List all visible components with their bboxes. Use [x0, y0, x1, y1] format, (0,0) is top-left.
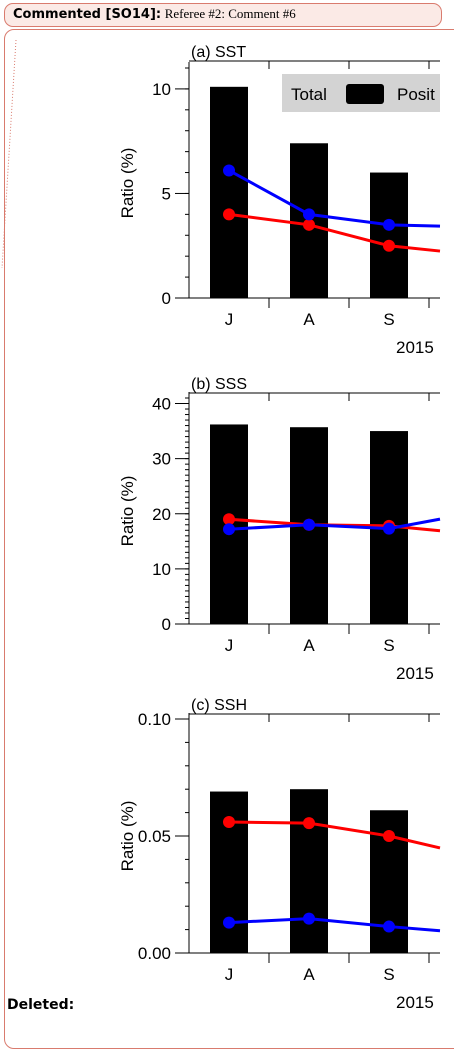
y-tick-label: 30: [152, 450, 171, 469]
y-axis-label: Ratio (%): [118, 476, 137, 547]
comment-connector-line: [1, 40, 17, 269]
series-point: [303, 208, 315, 221]
x-tick-label: S: [383, 310, 394, 329]
series-line: [228, 820, 441, 850]
series-point: [383, 830, 395, 842]
x-year-label: 2015: [396, 664, 434, 683]
y-tick-label: 10: [152, 80, 171, 99]
series-line: [228, 517, 441, 531]
deleted-label: Deleted:: [7, 997, 75, 1013]
legend-swatch-total: [346, 84, 384, 104]
x-tick-label: J: [225, 636, 234, 655]
series-line: [228, 917, 441, 933]
y-axis-label: Ratio (%): [118, 801, 137, 872]
y-tick-label: 10: [152, 560, 171, 579]
series-point: [223, 916, 235, 929]
x-tick-label: S: [383, 636, 394, 655]
series-point: [383, 218, 395, 231]
x-year-label: 2015: [396, 993, 434, 1012]
bar: [210, 86, 248, 299]
x-tick-label: A: [303, 636, 315, 655]
x-tick-label: A: [303, 310, 315, 329]
y-tick-label: 20: [152, 505, 171, 524]
bar: [210, 791, 248, 953]
series-point: [383, 920, 395, 933]
bar: [370, 172, 408, 298]
series-point: [223, 164, 235, 177]
panel-title: (c) SSH: [191, 697, 247, 714]
x-tick-label: S: [383, 965, 394, 984]
series-point: [383, 522, 395, 535]
comment-header[interactable]: Commented [SO14]: Referee #2: Comment #6: [4, 3, 442, 27]
x-year-label: 2015: [396, 338, 434, 357]
series-point: [223, 815, 235, 828]
y-tick-label: 0.00: [138, 944, 171, 963]
comment-text: Referee #2: Comment #6: [164, 6, 296, 21]
series-point: [303, 817, 315, 830]
panel-title: (b) SSS: [191, 376, 247, 393]
y-tick-label: 0.05: [138, 827, 171, 846]
x-tick-label: J: [225, 965, 234, 984]
series-point: [303, 218, 315, 231]
y-tick-label: 0: [162, 289, 171, 308]
series-point: [223, 513, 235, 526]
series-point: [223, 208, 235, 221]
x-tick-label: J: [225, 310, 234, 329]
series-point: [303, 518, 315, 531]
series-line: [228, 212, 441, 253]
comment-label: Commented [SO14]:: [13, 7, 162, 22]
legend-label-total: Total: [291, 85, 327, 104]
series-point: [223, 523, 235, 536]
series-line: [228, 169, 441, 228]
legend-label-positive: Posit: [397, 85, 435, 104]
series-point: [303, 912, 315, 925]
y-tick-label: 0.10: [138, 710, 171, 729]
series-point: [383, 239, 395, 252]
y-tick-label: 40: [152, 395, 171, 414]
x-tick-label: A: [303, 965, 315, 984]
y-axis-label: Ratio (%): [118, 148, 137, 219]
bar: [290, 789, 328, 953]
panel-title: (a) SST: [191, 44, 246, 61]
y-tick-label: 5: [162, 184, 171, 203]
y-tick-label: 0: [162, 615, 171, 634]
